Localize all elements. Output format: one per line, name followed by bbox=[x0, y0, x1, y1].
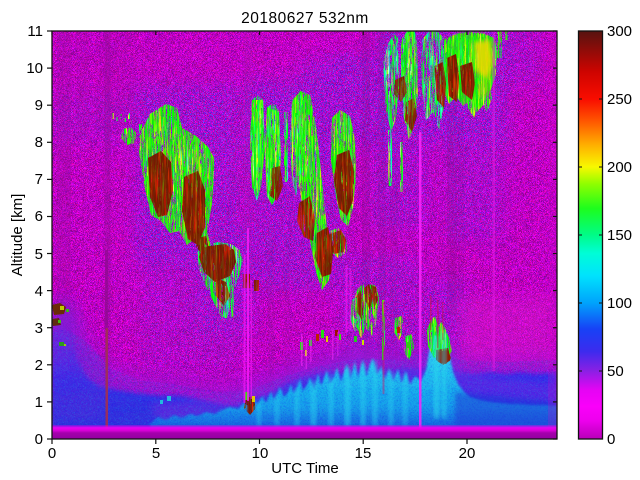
svg-text:10: 10 bbox=[252, 445, 269, 462]
svg-text:4: 4 bbox=[35, 283, 43, 300]
svg-text:250: 250 bbox=[607, 91, 632, 108]
svg-text:50: 50 bbox=[607, 363, 624, 380]
svg-text:3: 3 bbox=[35, 320, 43, 337]
svg-text:200: 200 bbox=[607, 159, 632, 176]
svg-text:9: 9 bbox=[35, 97, 43, 114]
svg-text:20: 20 bbox=[459, 445, 476, 462]
svg-text:UTC Time: UTC Time bbox=[271, 460, 339, 477]
svg-text:5: 5 bbox=[35, 246, 43, 263]
svg-text:6: 6 bbox=[35, 208, 43, 225]
svg-text:0: 0 bbox=[48, 445, 56, 462]
svg-text:20180627 532nm: 20180627 532nm bbox=[241, 10, 369, 27]
svg-text:11: 11 bbox=[27, 23, 43, 40]
svg-text:100: 100 bbox=[607, 295, 632, 312]
svg-text:0: 0 bbox=[607, 431, 615, 448]
svg-text:15: 15 bbox=[355, 445, 372, 462]
svg-text:5: 5 bbox=[152, 445, 160, 462]
svg-text:10: 10 bbox=[26, 60, 43, 77]
svg-text:8: 8 bbox=[35, 134, 43, 151]
svg-text:2: 2 bbox=[35, 357, 43, 374]
svg-text:0: 0 bbox=[35, 431, 43, 448]
svg-text:Altitude [km]: Altitude [km] bbox=[9, 194, 26, 277]
svg-text:150: 150 bbox=[607, 227, 632, 244]
svg-text:7: 7 bbox=[35, 171, 43, 188]
svg-text:300: 300 bbox=[607, 23, 632, 40]
svg-text:1: 1 bbox=[35, 394, 43, 411]
